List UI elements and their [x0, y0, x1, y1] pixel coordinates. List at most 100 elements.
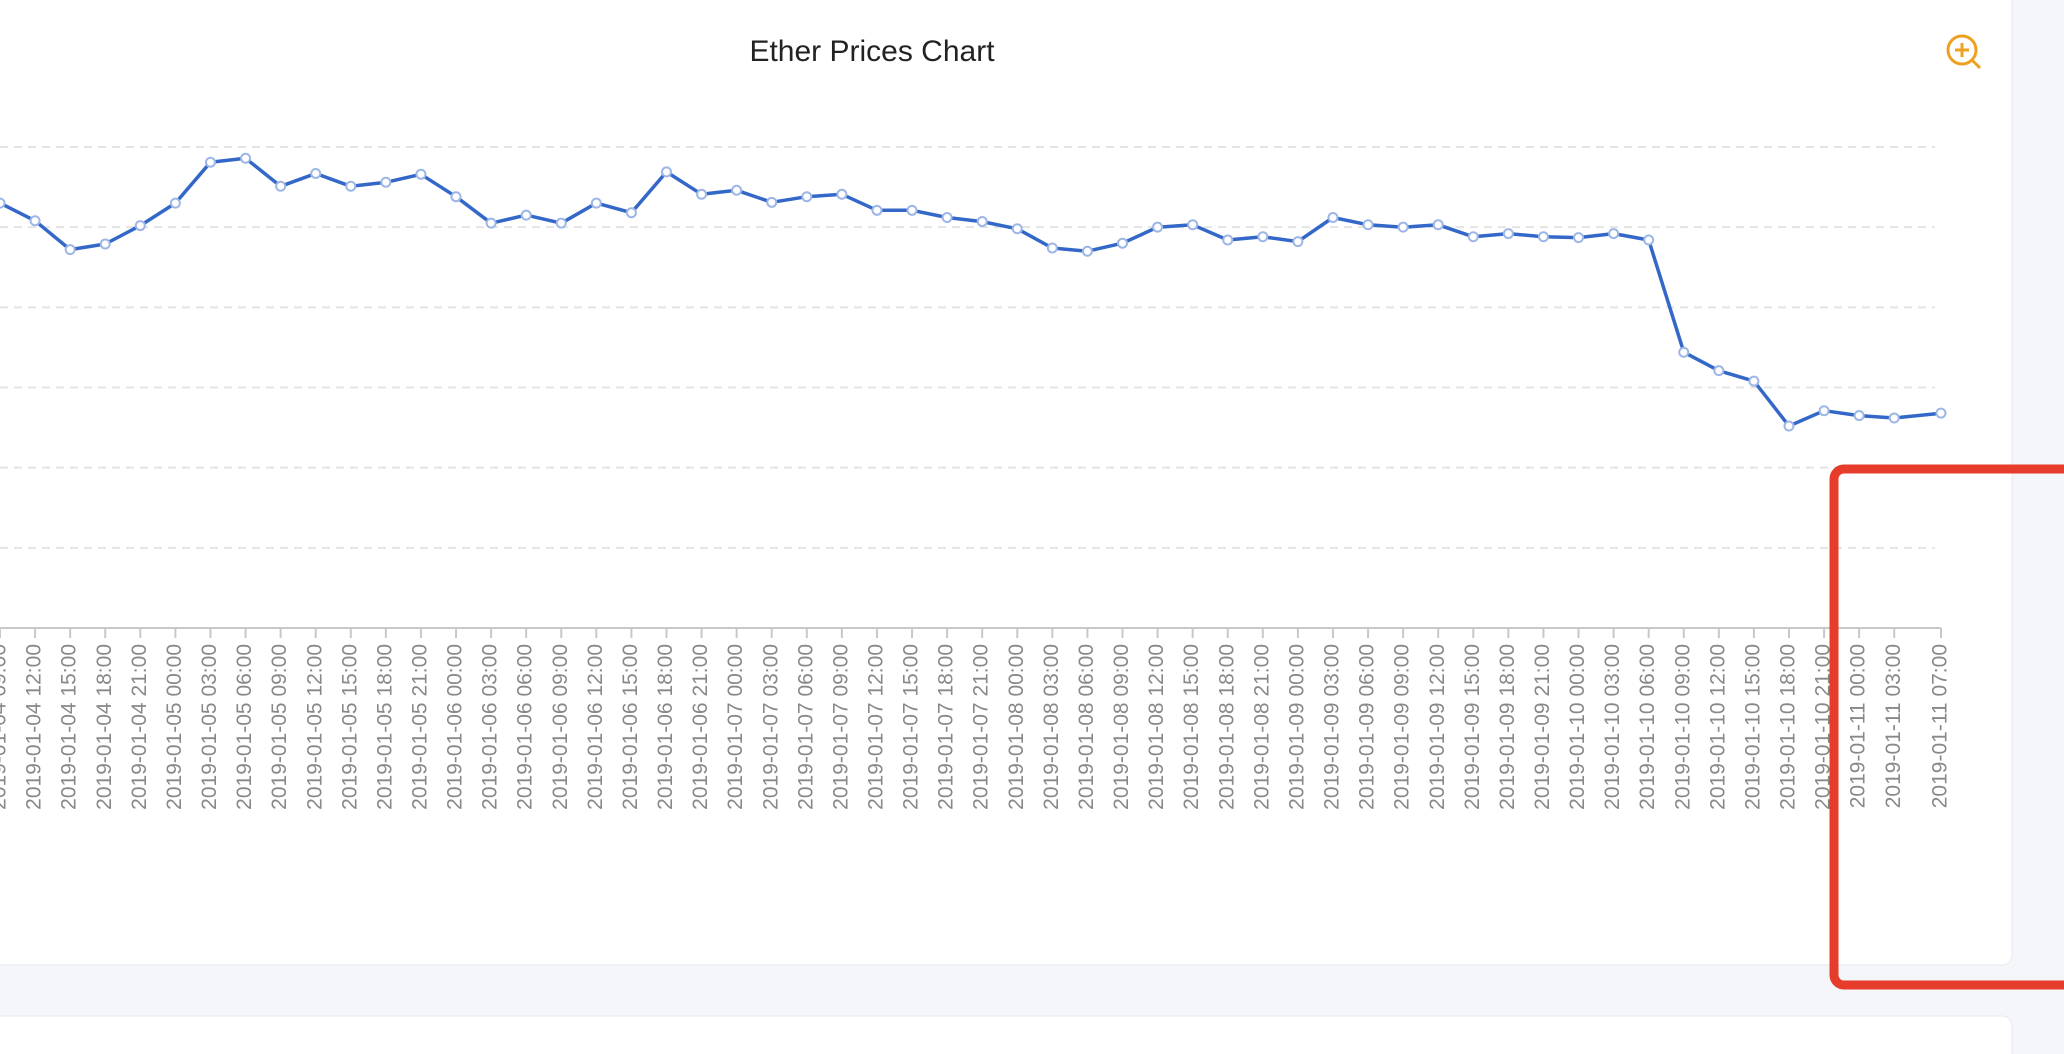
- point: [1888, 412, 1900, 424]
- point: [1397, 221, 1409, 233]
- x-tick-label: 2019-01-07 09:00: [829, 644, 852, 810]
- x-tick-label: 2019-01-06 15:00: [619, 644, 642, 810]
- point: [1362, 219, 1374, 231]
- point: [1467, 231, 1479, 243]
- point: [1327, 212, 1339, 224]
- x-tick-label: 2019-01-05 21:00: [408, 644, 431, 810]
- point: [941, 212, 953, 224]
- x-tick-label: 2019-01-10 00:00: [1566, 644, 1589, 810]
- x-tick-label: 2019-01-07 06:00: [794, 644, 817, 810]
- point: [1573, 232, 1585, 244]
- x-tick-label: 2019-01-09 09:00: [1391, 644, 1414, 810]
- plot: 2019-01-04 09:00 2019-01-04 12:00 2019-01-…: [0, 146, 1952, 810]
- x-tick-label: 2019-01-06 21:00: [689, 644, 712, 810]
- point: [766, 196, 778, 208]
- point: [169, 197, 181, 209]
- x-tick-label: 2019-01-04 12:00: [23, 644, 46, 810]
- x-tick-label: 2019-01-08 06:00: [1075, 644, 1098, 810]
- point: [871, 204, 883, 216]
- point: [1748, 375, 1760, 387]
- x-tick-label: 2019-01-06 18:00: [654, 644, 677, 810]
- x-tick-label: 2019-01-05 09:00: [268, 644, 291, 810]
- x-tick-label: 2019-01-06 12:00: [584, 644, 607, 810]
- x-tick-label: 2019-01-07 03:00: [759, 644, 782, 810]
- x-tick-label: 2019-01-09 00:00: [1285, 644, 1308, 810]
- point: [29, 215, 41, 227]
- price-line: [0, 156, 1942, 428]
- x-tick-label: 2019-01-05 00:00: [163, 644, 186, 810]
- point: [1713, 365, 1725, 377]
- chart-card: [0, 0, 2013, 966]
- point: [1643, 234, 1655, 246]
- point: [1152, 221, 1164, 233]
- point: [660, 166, 672, 178]
- point: [240, 152, 252, 164]
- x-tick-label: 2019-01-08 15:00: [1180, 644, 1203, 810]
- x-tick-label: 2019-01-07 18:00: [935, 644, 958, 810]
- x-tick-label: 2019-01-05 12:00: [303, 644, 326, 810]
- point: [204, 156, 216, 168]
- point: [1935, 407, 1947, 419]
- zoom-button[interactable]: [1946, 34, 1982, 70]
- x-tick-label: 2019-01-08 12:00: [1145, 644, 1168, 810]
- x-tick-label: 2019-01-09 15:00: [1461, 644, 1484, 810]
- x-tick-label: 2019-01-06 09:00: [549, 644, 572, 810]
- x-tick-label: 2019-01-10 06:00: [1636, 644, 1659, 810]
- x-tick-label: 2019-01-09 18:00: [1496, 644, 1519, 810]
- highlight-box: [1829, 464, 2064, 990]
- point: [345, 180, 357, 192]
- x-tick-label: 2019-01-10 09:00: [1671, 644, 1694, 810]
- point: [520, 209, 532, 221]
- x-tick-label: 2019-01-06 00:00: [444, 644, 467, 810]
- point: [1537, 231, 1549, 243]
- point: [1678, 346, 1690, 358]
- x-tick-label: 2019-01-10 12:00: [1706, 644, 1729, 810]
- x-tick-label: 2019-01-08 18:00: [1215, 644, 1238, 810]
- x-tick-label: 2019-01-04 21:00: [128, 644, 151, 810]
- x-tick-label: 2019-01-09 03:00: [1321, 644, 1344, 810]
- point: [1502, 228, 1514, 240]
- point: [625, 207, 637, 219]
- chart-title: Ether Prices Chart: [749, 35, 995, 68]
- x-tick-label: 2019-01-08 00:00: [1005, 644, 1028, 810]
- next-card: [0, 1015, 2013, 1054]
- x-tick-label: 2019-01-08 03:00: [1040, 644, 1063, 810]
- point: [1222, 234, 1234, 246]
- point: [1818, 405, 1830, 417]
- point: [696, 188, 708, 200]
- x-tick-label: 2019-01-04 18:00: [93, 644, 116, 810]
- point: [1608, 228, 1620, 240]
- point: [99, 238, 111, 250]
- point: [450, 191, 462, 203]
- point: [275, 180, 287, 192]
- point: [1011, 223, 1023, 235]
- x-tick-label: 2019-01-06 06:00: [514, 644, 537, 810]
- x-tick-label: 2019-01-10 21:00: [1812, 644, 1835, 810]
- x-tick-label: 2019-01-07 00:00: [724, 644, 747, 810]
- x-tick-label: 2019-01-04 09:00: [0, 644, 11, 810]
- point: [1292, 236, 1304, 248]
- x-tick-label: 2019-01-07 15:00: [900, 644, 923, 810]
- x-tick-label: 2019-01-06 03:00: [479, 644, 502, 810]
- x-tick-label: 2019-01-11 00:00: [1847, 644, 1870, 808]
- x-tick-label: 2019-01-09 12:00: [1426, 644, 1449, 810]
- point: [64, 244, 76, 256]
- point: [1081, 245, 1093, 257]
- point: [310, 167, 322, 179]
- point: [731, 184, 743, 196]
- point: [415, 168, 427, 180]
- point: [801, 191, 813, 203]
- point: [1853, 410, 1865, 422]
- x-tick-label: 2019-01-07 21:00: [970, 644, 993, 810]
- x-tick-label: 2019-01-09 21:00: [1531, 644, 1554, 810]
- point: [1046, 242, 1058, 254]
- x-tick-label: 2019-01-05 06:00: [233, 644, 256, 810]
- x-tick-label: 2019-01-05 18:00: [373, 644, 396, 810]
- point: [1432, 219, 1444, 231]
- point: [0, 197, 6, 209]
- point: [836, 188, 848, 200]
- x-tick-label: 2019-01-07 12:00: [865, 644, 888, 810]
- x-tick-label: 2019-01-11 03:00: [1882, 644, 1905, 808]
- point: [1117, 237, 1129, 249]
